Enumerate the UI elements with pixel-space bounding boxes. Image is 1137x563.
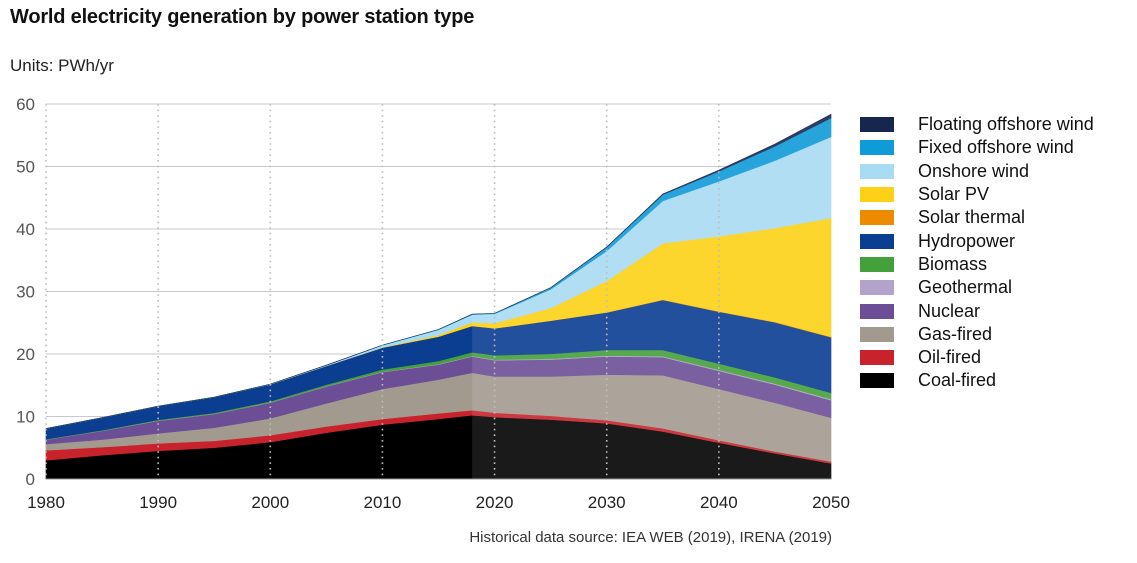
legend-swatch-biomass: [860, 256, 894, 272]
y-tick-label-10: 10: [16, 408, 35, 427]
legend-item-hydropower: Hydropower: [860, 229, 1094, 252]
legend-item-onshore-wind: Onshore wind: [860, 160, 1094, 183]
legend-label-hydropower: Hydropower: [918, 230, 1016, 251]
y-tick-label-60: 60: [16, 95, 35, 114]
legend-swatch-gas-fired: [860, 326, 894, 342]
source-note: Historical data source: IEA WEB (2019), …: [469, 529, 832, 546]
x-tick-label-2020: 2020: [476, 493, 514, 512]
x-tick-label-2040: 2040: [700, 493, 738, 512]
legend-swatch-floating-offshore-wind: [860, 117, 894, 133]
legend-label-geothermal: Geothermal: [918, 277, 1013, 298]
x-tick-label-2010: 2010: [364, 493, 402, 512]
legend-swatch-solar-pv: [860, 187, 894, 203]
y-tick-label-50: 50: [16, 158, 35, 177]
legend-label-gas-fired: Gas-fired: [918, 323, 993, 344]
legend-swatch-fixed-offshore-wind: [860, 140, 894, 156]
legend-item-coal-fired: Coal-fired: [860, 369, 1094, 392]
x-tick-label-2050: 2050: [812, 493, 850, 512]
legend-swatch-hydropower: [860, 233, 894, 249]
legend-swatch-coal-fired: [860, 373, 894, 389]
legend-item-nuclear: Nuclear: [860, 299, 1094, 322]
legend-label-oil-fired: Oil-fired: [918, 347, 982, 368]
units-label: Units: PWh/yr: [10, 56, 114, 75]
legend-swatch-nuclear: [860, 303, 894, 319]
legend-label-solar-thermal: Solar thermal: [918, 207, 1026, 228]
x-tick-label-1980: 1980: [27, 493, 65, 512]
legend-item-geothermal: Geothermal: [860, 276, 1094, 299]
x-tick-label-1990: 1990: [139, 493, 177, 512]
legend-item-solar-thermal: Solar thermal: [860, 206, 1094, 229]
y-tick-label-40: 40: [16, 220, 35, 239]
area-floating-offshore-wind: [45, 113, 832, 429]
legend-item-solar-pv: Solar PV: [860, 183, 1094, 206]
legend-label-solar-pv: Solar PV: [918, 184, 990, 205]
x-tick-label-2030: 2030: [588, 493, 626, 512]
x-tick-label-2000: 2000: [251, 493, 289, 512]
y-tick-label-0: 0: [26, 470, 35, 489]
legend-label-fixed-offshore-wind: Fixed offshore wind: [918, 137, 1074, 158]
legend-swatch-oil-fired: [860, 350, 894, 366]
legend-label-onshore-wind: Onshore wind: [918, 160, 1030, 181]
legend-label-biomass: Biomass: [918, 253, 988, 274]
legend-label-coal-fired: Coal-fired: [918, 370, 997, 391]
legend: Floating offshore wind Fixed offshore win…: [860, 113, 1094, 393]
legend-item-gas-fired: Gas-fired: [860, 323, 1094, 346]
legend-swatch-solar-thermal: [860, 210, 894, 226]
forecast-overlay: [472, 114, 831, 479]
y-tick-label-20: 20: [16, 345, 35, 364]
y-tick-label-30: 30: [16, 283, 35, 302]
legend-swatch-geothermal: [860, 280, 894, 296]
chart-title: World electricity generation by power st…: [10, 6, 475, 28]
legend-item-oil-fired: Oil-fired: [860, 346, 1094, 369]
legend-label-nuclear: Nuclear: [918, 300, 981, 321]
legend-item-fixed-offshore-wind: Fixed offshore wind: [860, 136, 1094, 159]
legend-label-floating-offshore-wind: Floating offshore wind: [918, 114, 1094, 135]
legend-swatch-onshore-wind: [860, 163, 894, 179]
legend-item-floating-offshore-wind: Floating offshore wind: [860, 113, 1094, 136]
legend-item-biomass: Biomass: [860, 253, 1094, 276]
